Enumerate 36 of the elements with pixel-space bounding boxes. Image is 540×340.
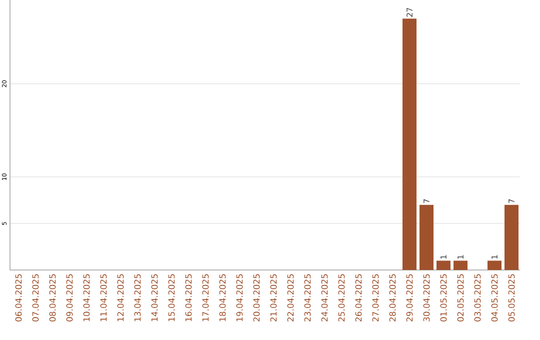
x-tick-label: 01.05.2025 (440, 274, 447, 322)
bar (488, 260, 502, 270)
x-tick-label: 28.04.2025 (389, 274, 396, 322)
x-tick-label: 29.04.2025 (406, 274, 413, 322)
x-tick-label: 26.04.2025 (355, 274, 362, 322)
x-tick-label: 16.04.2025 (185, 274, 192, 322)
bar (402, 18, 417, 270)
x-tick-label: 22.04.2025 (287, 274, 294, 322)
x-tick-label: 15.04.2025 (168, 274, 175, 322)
bar (436, 260, 451, 270)
x-tick-label: 14.04.2025 (151, 274, 158, 322)
x-tick-label: 07.04.2025 (32, 274, 39, 322)
x-tick-label: 20.04.2025 (253, 274, 260, 322)
x-tick-label: 25.04.2025 (338, 274, 345, 322)
x-tick-label: 03.05.2025 (474, 274, 481, 322)
x-tick-label: 06.04.2025 (15, 274, 22, 322)
x-tick-label: 19.04.2025 (236, 274, 243, 322)
bar (454, 260, 468, 270)
x-tick-label: 21.04.2025 (270, 274, 277, 322)
x-tick-label: 11.04.2025 (100, 274, 107, 322)
x-tick-label: 02.05.2025 (457, 274, 464, 322)
x-tick-label: 27.04.2025 (372, 274, 379, 322)
x-tick-label: 10.04.2025 (83, 274, 90, 322)
x-tick-label: 13.04.2025 (134, 274, 141, 322)
x-tick-label: 09.04.2025 (66, 274, 73, 322)
x-tick-label: 17.04.2025 (202, 274, 209, 322)
bar (504, 204, 519, 270)
x-tick-label: 24.04.2025 (321, 274, 328, 322)
x-tick-label: 08.04.2025 (49, 274, 56, 322)
bar (420, 204, 434, 270)
x-tick-label: 04.05.2025 (491, 274, 498, 322)
x-tick-label: 05.05.2025 (508, 274, 515, 322)
x-tick-label: 18.04.2025 (219, 274, 226, 322)
x-tick-label: 12.04.2025 (117, 274, 124, 322)
x-tick-label: 23.04.2025 (304, 274, 311, 322)
x-tick-label: 30.04.2025 (423, 274, 430, 322)
